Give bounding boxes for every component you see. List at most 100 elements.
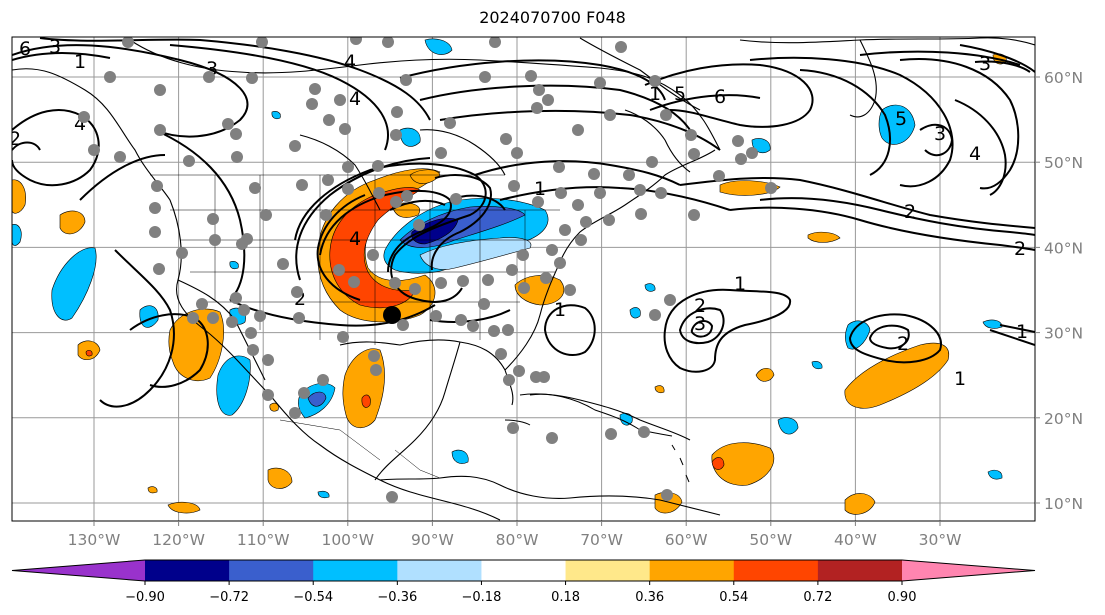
station-marker xyxy=(455,314,467,326)
lon-tick-label: 110°W xyxy=(237,531,290,549)
station-marker xyxy=(649,309,661,321)
contour-label: 3 xyxy=(934,123,946,145)
map-title: 2024070700 F048 xyxy=(479,8,626,27)
station-marker xyxy=(409,283,421,295)
station-marker xyxy=(262,389,274,401)
lon-tick-label: 130°W xyxy=(68,531,121,549)
colorbar-segment xyxy=(565,560,651,581)
station-marker xyxy=(298,387,310,399)
station-marker xyxy=(309,83,321,95)
lat-tick-label: 60°N xyxy=(1044,69,1083,87)
colorbar-segment xyxy=(733,560,819,581)
station-marker xyxy=(506,264,518,276)
station-marker xyxy=(209,234,221,246)
station-marker xyxy=(513,365,525,377)
station-marker xyxy=(413,219,425,231)
station-marker xyxy=(247,344,259,356)
station-marker xyxy=(575,234,587,246)
contour-lines xyxy=(12,37,1035,408)
station-marker xyxy=(391,106,403,118)
station-marker xyxy=(262,354,274,366)
contour-label: 1 xyxy=(954,368,966,390)
station-marker xyxy=(323,114,335,126)
contour-label: 1 xyxy=(534,178,546,200)
station-marker xyxy=(389,277,401,289)
station-marker xyxy=(572,124,584,136)
contour-label: 2 xyxy=(1014,238,1026,260)
colorbar-segment xyxy=(229,560,314,581)
contour-label: 3 xyxy=(49,36,61,58)
station-marker xyxy=(176,247,188,259)
station-marker xyxy=(623,169,635,181)
station-marker xyxy=(245,327,257,339)
contour-label: 1 xyxy=(554,299,566,321)
station-marker xyxy=(231,151,243,163)
lon-tick-label: 50°W xyxy=(749,531,792,549)
station-marker xyxy=(735,153,747,165)
colorbar-extend-low xyxy=(12,560,145,581)
station-marker xyxy=(320,209,332,221)
station-marker xyxy=(435,277,447,289)
station-marker xyxy=(293,312,305,324)
longitude-ticks: 130°W 120°W 110°W 100°W 90°W 80°W 70°W 60°W 50°W… xyxy=(68,521,962,549)
station-marker xyxy=(372,160,384,172)
station-marker xyxy=(260,209,272,221)
station-marker xyxy=(254,310,266,322)
station-marker xyxy=(350,37,362,45)
station-marker xyxy=(572,199,584,211)
station-marker xyxy=(482,274,494,286)
colorbar-label: 0.72 xyxy=(803,590,832,605)
lon-tick-label: 100°W xyxy=(321,531,374,549)
station-marker xyxy=(605,428,617,440)
lon-tick-label: 70°W xyxy=(580,531,623,549)
contour-label: 4 xyxy=(349,228,361,250)
lon-tick-label: 80°W xyxy=(496,531,539,549)
contour-label: 2 xyxy=(9,128,21,150)
coastlines xyxy=(12,37,1035,521)
contour-label: 5 xyxy=(674,83,686,105)
station-marker xyxy=(542,94,554,106)
map-frame xyxy=(11,36,1036,522)
station-marker xyxy=(525,70,537,82)
colorbar-segment xyxy=(313,560,398,581)
station-marker xyxy=(207,312,219,324)
lon-tick-label: 30°W xyxy=(919,531,962,549)
station-marker xyxy=(238,304,250,316)
latitude-ticks: 60°N 50°N 40°N 30°N 20°N 10°N xyxy=(1035,69,1083,513)
station-marker xyxy=(444,117,456,129)
station-marker xyxy=(533,84,545,96)
colorbar-segment xyxy=(481,560,567,581)
colorbar-segment xyxy=(649,560,735,581)
station-marker xyxy=(306,98,318,110)
station-marker xyxy=(511,147,523,159)
station-marker xyxy=(588,168,600,180)
contour-label: 3 xyxy=(694,313,706,335)
station-marker xyxy=(183,155,195,167)
contour-label: 2 xyxy=(904,201,916,223)
station-marker xyxy=(334,94,346,106)
colorbar-label: −0.72 xyxy=(209,590,249,605)
colorbar-label: −0.18 xyxy=(462,590,502,605)
station-marker xyxy=(553,161,565,173)
station-marker xyxy=(230,128,242,140)
station-marker xyxy=(594,187,606,199)
station-marker xyxy=(765,182,777,194)
station-marker xyxy=(508,180,520,192)
station-marker xyxy=(746,147,758,159)
station-marker xyxy=(153,263,165,275)
station-marker xyxy=(603,214,615,226)
station-marker xyxy=(230,292,242,304)
station-marker xyxy=(546,244,558,256)
station-marker xyxy=(122,37,134,48)
station-marker xyxy=(151,180,163,192)
station-marker xyxy=(367,249,379,261)
station-marker xyxy=(400,74,412,86)
station-marker xyxy=(688,148,700,160)
lat-tick-label: 20°N xyxy=(1044,410,1083,428)
colorbar-label: 0.36 xyxy=(635,590,664,605)
station-marker xyxy=(78,111,90,123)
station-marker xyxy=(467,320,479,332)
station-marker xyxy=(289,140,301,152)
station-marker xyxy=(546,432,558,444)
